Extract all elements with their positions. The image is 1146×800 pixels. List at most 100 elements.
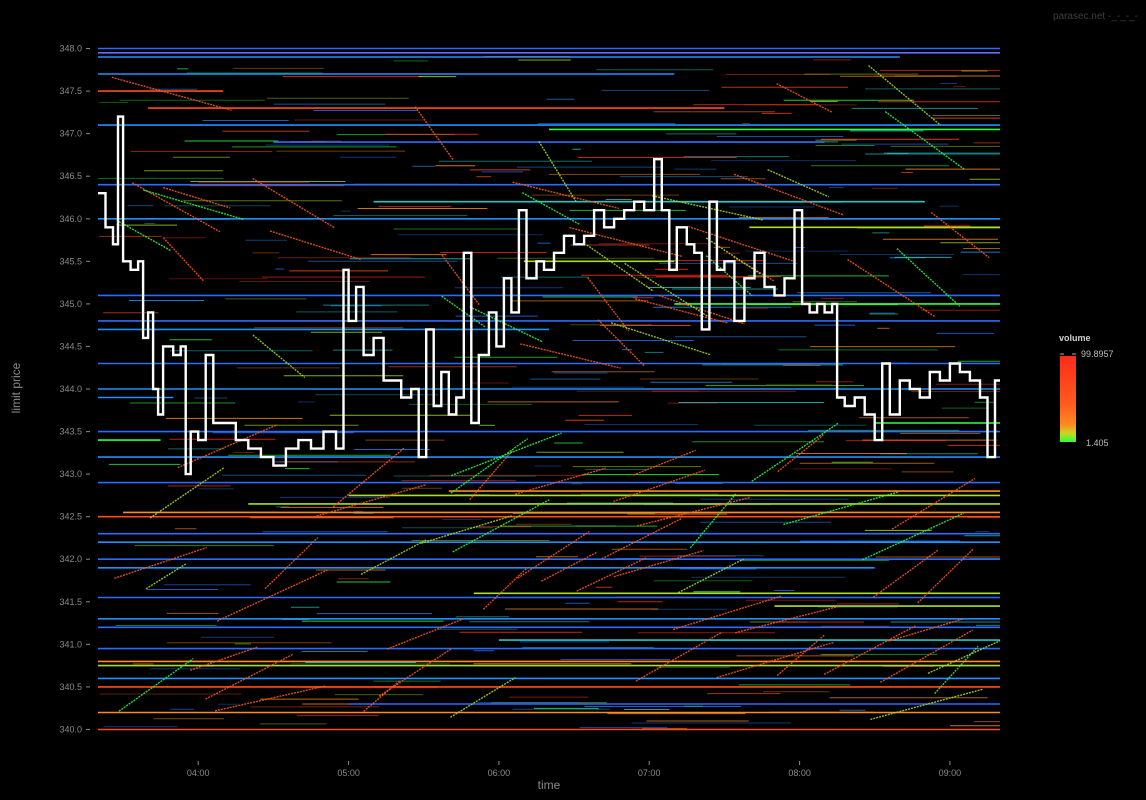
cancellation-trail <box>252 334 306 379</box>
cancellation-trail <box>884 111 965 170</box>
y-tick-label: 343.0 <box>59 469 82 479</box>
cancellation-trail <box>177 424 278 469</box>
x-tick-label: 04:00 <box>187 768 210 778</box>
cancellation-trail <box>677 558 744 594</box>
cancellation-trail <box>386 618 464 650</box>
cancellation-trail <box>441 254 480 306</box>
cancellation-trail <box>587 277 630 332</box>
cancellation-trail <box>216 569 328 622</box>
cancellation-trail <box>450 677 516 718</box>
cancellation-trail <box>597 319 645 367</box>
y-tick-label: 346.5 <box>59 171 82 181</box>
order-cancellation-trails <box>111 64 1001 721</box>
x-axis-title: time <box>538 778 561 792</box>
cancellation-trail <box>767 169 830 198</box>
y-tick-label: 340.5 <box>59 682 82 692</box>
cancellation-trail <box>378 648 452 697</box>
y-tick-label: 341.5 <box>59 597 82 607</box>
y-tick-label: 344.5 <box>59 341 82 351</box>
cancellation-trail <box>735 605 839 634</box>
y-axis-title: limit price <box>9 362 23 413</box>
y-tick-label: 343.5 <box>59 427 82 437</box>
x-tick-label: 08:00 <box>788 768 811 778</box>
cancellation-trail <box>332 447 405 508</box>
y-tick-label: 341.0 <box>59 639 82 649</box>
cancellation-trail <box>689 493 737 549</box>
cancellation-trail <box>613 549 704 578</box>
cancellation-trail <box>521 192 580 225</box>
cancellation-trail <box>576 556 648 592</box>
cancellation-trail <box>888 618 963 642</box>
cancellation-trail <box>751 422 839 482</box>
x-tick-label: 06:00 <box>488 768 511 778</box>
cancellation-trail <box>613 469 706 503</box>
y-tick-label: 340.0 <box>59 725 82 735</box>
cancellation-trail <box>716 641 835 679</box>
cancellation-trail <box>705 255 753 297</box>
cancellation-trail <box>862 512 965 561</box>
cancellation-trail <box>687 225 794 262</box>
cancellation-trail <box>733 173 845 216</box>
cancellation-trail <box>145 563 187 590</box>
cancellation-trail <box>927 640 1001 674</box>
x-tick-label: 09:00 <box>939 768 962 778</box>
cancellation-trail <box>450 438 529 494</box>
y-axis: 340.0 340.5 341.0 341.5 342.0 342.5 343.0 343.5… <box>59 44 90 735</box>
cancellation-trail <box>635 298 728 324</box>
cancellation-trail <box>934 645 979 695</box>
cancellation-trail <box>776 634 826 677</box>
x-tick-label: 07:00 <box>638 768 661 778</box>
cancellation-trail <box>269 230 362 261</box>
resting-order-levels <box>98 47 1000 731</box>
cancellation-trail <box>450 432 562 477</box>
y-tick-label: 346.0 <box>59 214 82 224</box>
cancellation-trail <box>143 189 244 220</box>
y-tick-label: 342.5 <box>59 512 82 522</box>
cancellation-trail <box>512 181 619 210</box>
cancellation-trail <box>517 531 590 579</box>
cancellation-trail <box>891 477 976 530</box>
watermark: parasec.net -_-_-_- <box>1053 11 1138 22</box>
legend: volume 99.8957 1.405 <box>1059 333 1114 448</box>
cancellation-trail <box>414 106 454 161</box>
cancellation-trail <box>672 595 782 631</box>
cancellation-trail <box>930 211 990 259</box>
legend-max-label: 99.8957 <box>1081 349 1114 359</box>
y-tick-label: 342.0 <box>59 554 82 564</box>
cancellation-trail <box>777 434 824 473</box>
order-flow-streaks <box>98 48 1000 730</box>
cancellation-trail <box>541 551 598 582</box>
cancellation-trail <box>214 685 327 712</box>
cancellation-trail <box>363 680 401 712</box>
y-tick-label: 345.5 <box>59 256 82 266</box>
cancellation-trail <box>482 567 528 610</box>
cancellation-trail <box>469 449 514 501</box>
y-tick-label: 347.5 <box>59 86 82 96</box>
cancellation-trail <box>610 322 711 356</box>
cancellation-trail <box>252 177 335 229</box>
cancellation-trail <box>162 237 204 282</box>
legend-title: volume <box>1059 333 1091 343</box>
cancellation-trail <box>469 306 544 343</box>
cancellation-trail <box>823 625 916 676</box>
cancellation-trail <box>316 483 427 517</box>
cancellation-trail <box>360 539 427 576</box>
cancellation-trail <box>452 499 550 553</box>
cancellation-trail <box>633 449 696 476</box>
y-tick-label: 347.0 <box>59 129 82 139</box>
cancellation-trail <box>586 244 654 292</box>
cancellation-trail <box>636 496 751 527</box>
cancellation-trail <box>917 548 974 604</box>
x-axis: 04:00 05:00 06:00 07:00 08:00 09:00 <box>187 761 961 778</box>
cancellation-trail <box>896 248 961 307</box>
cancellation-trail <box>111 76 232 111</box>
legend-min-label: 1.405 <box>1086 438 1109 448</box>
cancellation-trail <box>264 536 319 590</box>
cancellation-trail <box>635 631 723 682</box>
cancellation-trail <box>847 258 936 318</box>
cancellation-trail <box>624 262 709 318</box>
cancellation-trail <box>569 226 682 257</box>
cancellation-trail <box>114 546 207 579</box>
